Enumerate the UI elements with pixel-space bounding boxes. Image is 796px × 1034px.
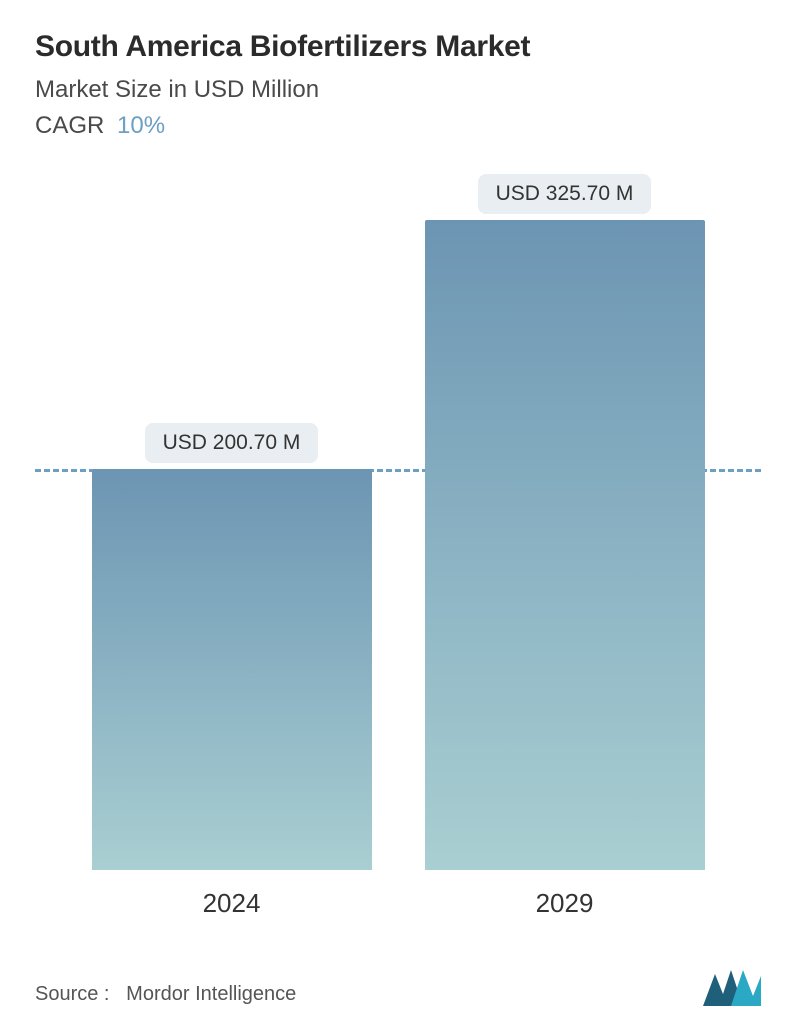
chart-container: South America Biofertilizers Market Mark… <box>0 0 796 1034</box>
bar-group-2029: USD 325.70 M <box>425 174 705 870</box>
bar <box>425 220 705 870</box>
x-axis-label: 2029 <box>425 888 705 919</box>
x-axis-label: 2024 <box>92 888 372 919</box>
bars-wrapper: USD 200.70 M USD 325.70 M <box>35 170 761 870</box>
bar-value-label: USD 200.70 M <box>145 423 319 463</box>
chart-plot-area: USD 200.70 M USD 325.70 M <box>35 170 761 870</box>
chart-subtitle: Market Size in USD Million <box>35 76 761 104</box>
chart-title: South America Biofertilizers Market <box>35 30 761 64</box>
mordor-logo-icon <box>703 966 761 1006</box>
source-label: Source : <box>35 983 109 1005</box>
bar <box>92 469 372 870</box>
source-text: Source : Mordor Intelligence <box>35 983 296 1006</box>
x-axis-labels: 2024 2029 <box>35 870 761 919</box>
chart-footer: Source : Mordor Intelligence <box>35 966 761 1006</box>
bar-value-label: USD 325.70 M <box>478 174 652 214</box>
cagr-line: CAGR 10% <box>35 112 761 140</box>
cagr-value: 10% <box>117 112 165 139</box>
source-value: Mordor Intelligence <box>126 983 296 1005</box>
bar-group-2024: USD 200.70 M <box>92 423 372 870</box>
cagr-label: CAGR <box>35 112 104 139</box>
